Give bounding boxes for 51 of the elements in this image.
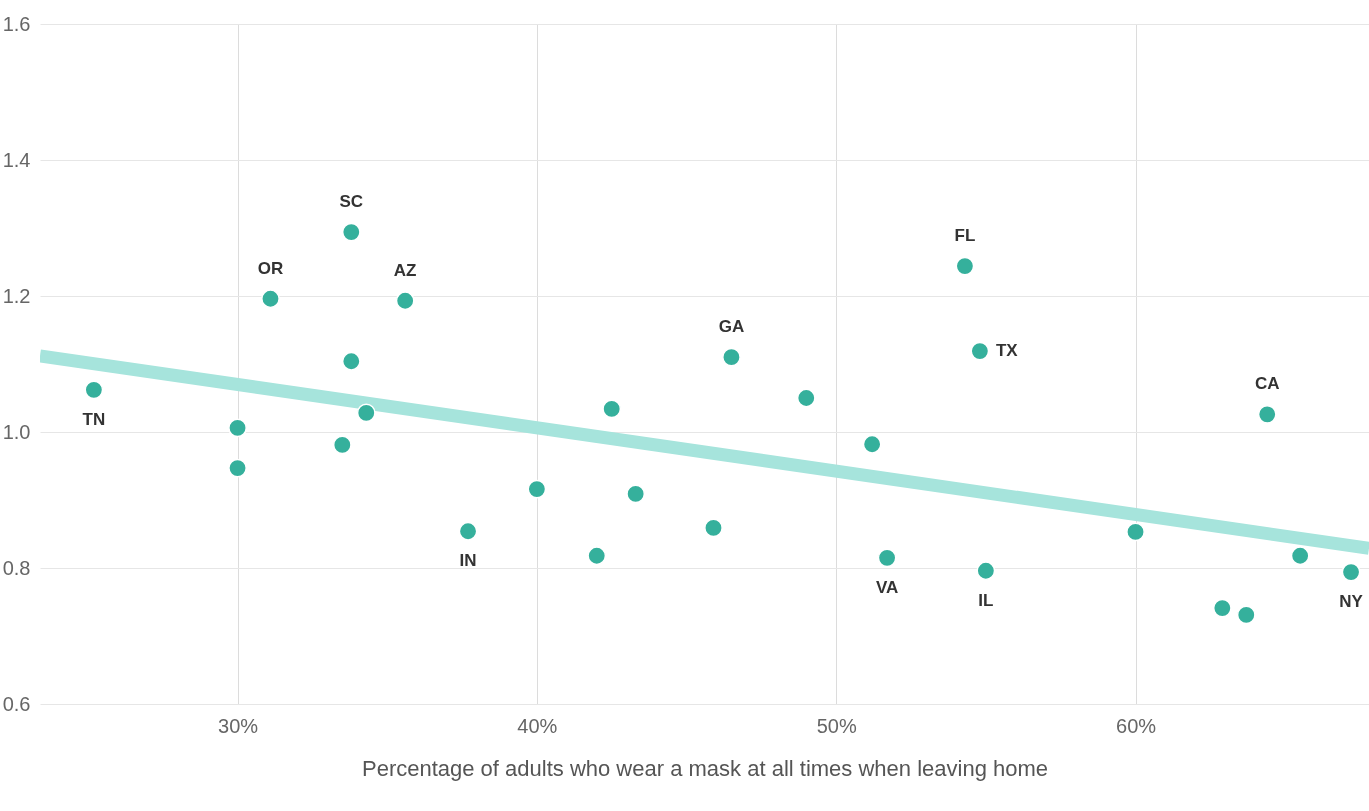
point xyxy=(704,518,723,538)
point xyxy=(1257,404,1277,424)
y-tick-label: 1.0 xyxy=(2,420,31,443)
annotation: CA xyxy=(1254,374,1280,394)
annotation: AZ xyxy=(393,260,417,280)
point xyxy=(261,289,280,309)
point xyxy=(1126,522,1145,542)
x-tick-label: 50% xyxy=(816,714,857,737)
annotation: TX xyxy=(995,341,1019,361)
point xyxy=(527,479,547,499)
point xyxy=(1341,562,1361,582)
point xyxy=(796,388,816,408)
point xyxy=(341,222,361,242)
point xyxy=(228,418,247,438)
point xyxy=(458,521,478,541)
point xyxy=(877,548,897,568)
point xyxy=(587,546,607,566)
point xyxy=(1290,546,1310,566)
point xyxy=(356,403,376,423)
annotation: NY xyxy=(1339,592,1364,612)
point xyxy=(626,484,646,504)
annotation: SC xyxy=(339,192,364,212)
y-tick-label: 1.2 xyxy=(2,284,31,307)
point xyxy=(1212,598,1232,618)
annotation: IN xyxy=(459,551,477,571)
annotation: FL xyxy=(954,226,976,246)
annotation: TN xyxy=(82,409,106,429)
point xyxy=(228,458,247,478)
point xyxy=(1236,605,1256,625)
point xyxy=(602,399,622,419)
annotation: OR xyxy=(257,258,284,278)
point xyxy=(395,291,415,311)
x-tick-label: 60% xyxy=(1116,714,1157,737)
x-tick-label: 30% xyxy=(218,714,259,737)
y-tick-label: 0.6 xyxy=(2,692,31,715)
y-tick-label: 1.4 xyxy=(2,148,31,171)
annotation: GA xyxy=(718,317,745,337)
point xyxy=(976,561,996,581)
y-tick-label: 1.6 xyxy=(2,12,31,35)
point xyxy=(862,434,882,454)
point xyxy=(955,256,975,276)
y-tick-label: 0.8 xyxy=(2,556,31,579)
point xyxy=(722,347,741,367)
point xyxy=(970,341,990,361)
x-tick-label: 40% xyxy=(517,714,558,737)
point xyxy=(84,380,104,400)
point xyxy=(332,435,352,455)
x-axis-title: Percentage of adults who wear a mask at all times when leaving home xyxy=(361,755,1049,781)
annotation: VA xyxy=(875,577,899,597)
annotation: IL xyxy=(978,590,994,610)
point xyxy=(341,351,361,371)
